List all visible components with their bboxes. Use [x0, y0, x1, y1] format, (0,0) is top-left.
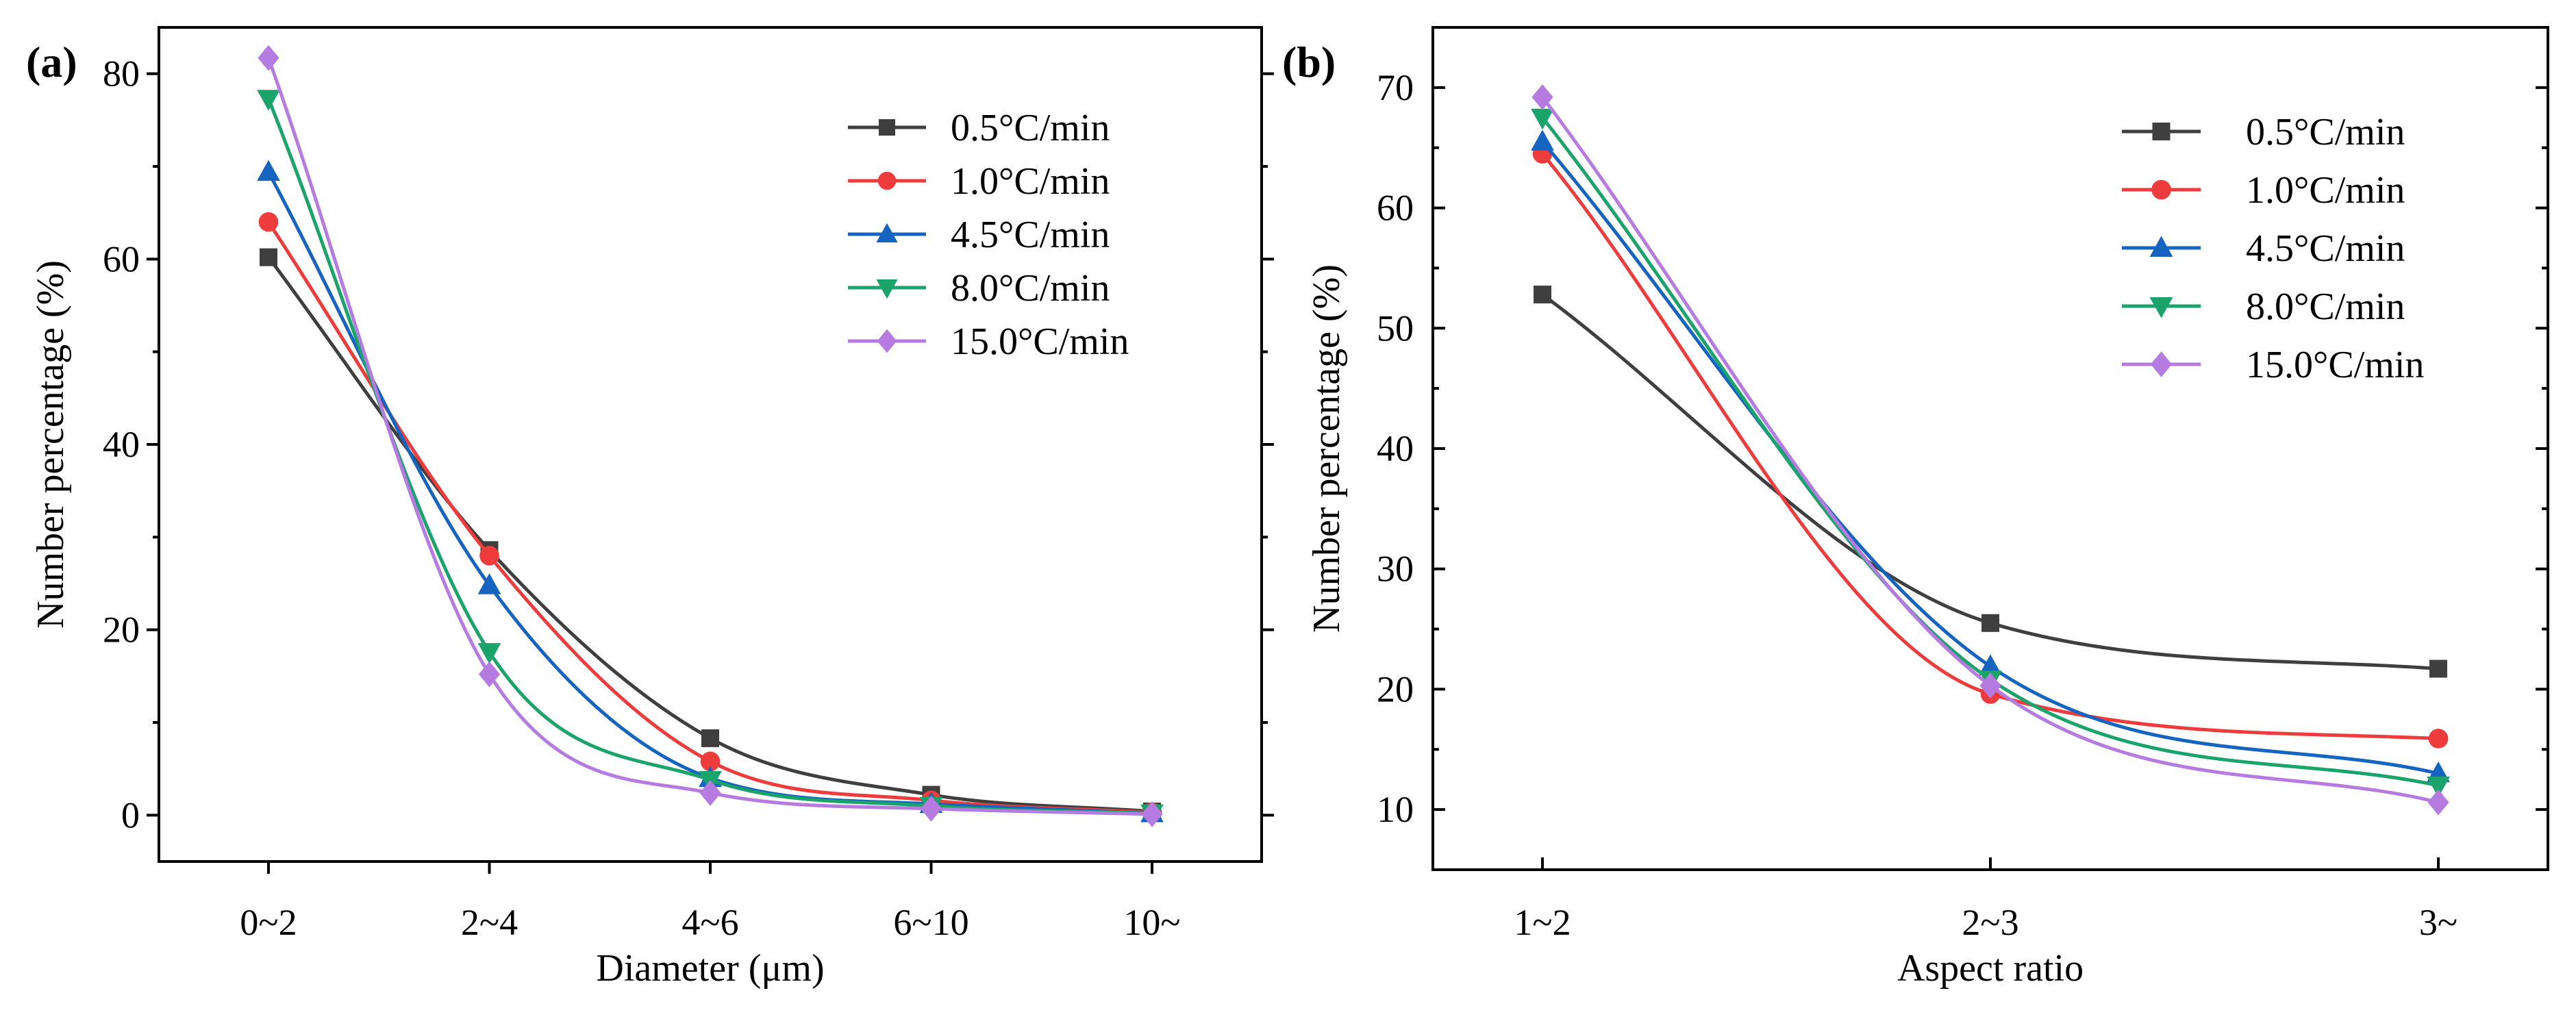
legend-marker — [879, 119, 895, 136]
y-tick-label: 30 — [1377, 549, 1414, 590]
legend-marker — [2149, 297, 2173, 318]
data-point — [2429, 659, 2447, 678]
x-tick-label: 0~2 — [240, 902, 297, 943]
legend: 0.5°C/min 1.0°C/min 4.5°C/min 8.0°C/min 15.0… — [848, 107, 1129, 363]
series-line — [266, 221, 1153, 814]
series-0.5°C/min — [1534, 286, 2447, 678]
legend-label: 1.0°C/min — [2246, 169, 2405, 212]
legend-marker — [2152, 123, 2171, 140]
data-point — [478, 661, 501, 688]
data-point — [1531, 84, 1553, 110]
data-point — [257, 90, 280, 111]
data-point — [258, 45, 279, 71]
x-tick-label: 2~4 — [461, 902, 518, 943]
y-tick-label: 80 — [103, 53, 140, 95]
data-point — [2427, 789, 2449, 816]
data-point — [1531, 108, 1554, 130]
x-tick-label: 3~ — [2419, 902, 2458, 943]
legend: 0.5°C/min 1.0°C/min 4.5°C/min 8.0°C/min 15.0… — [2122, 111, 2424, 386]
y-tick-label: 50 — [1377, 307, 1414, 349]
y-tick-label: 10 — [1377, 789, 1414, 830]
series-line — [1541, 116, 2439, 788]
series-line — [1541, 152, 2439, 740]
data-point — [260, 248, 277, 266]
x-axis-title: Diameter (μm) — [596, 947, 824, 990]
data-point — [258, 212, 279, 232]
data-point — [920, 796, 942, 822]
legend-label: 0.5°C/min — [951, 107, 1110, 149]
data-point — [701, 729, 719, 748]
legend-label: 8.0°C/min — [951, 267, 1110, 310]
legend-label: 15.0°C/min — [951, 320, 1129, 363]
legend-marker — [877, 329, 897, 353]
data-point — [1531, 129, 1554, 151]
legend-marker — [2151, 179, 2171, 200]
legend-marker — [876, 279, 898, 299]
y-tick-label: 20 — [103, 609, 140, 651]
legend-marker — [877, 171, 897, 190]
data-point — [257, 160, 280, 181]
y-tick-label: 60 — [1377, 188, 1414, 229]
data-point — [477, 643, 501, 664]
legend-marker — [2149, 236, 2173, 257]
series-15.0°C/min — [1531, 84, 2449, 816]
data-point — [1534, 286, 1551, 304]
x-axis-title: Aspect ratio — [1897, 947, 2084, 990]
y-tick-label: 70 — [1377, 67, 1414, 108]
legend-label: 8.0°C/min — [2246, 286, 2405, 328]
series-line — [266, 98, 1153, 816]
y-tick-label: 60 — [103, 238, 140, 279]
data-point — [700, 751, 721, 772]
data-point — [1979, 654, 2002, 676]
data-point — [477, 573, 501, 594]
series-line — [1541, 140, 2439, 775]
legend-label: 0.5°C/min — [2246, 111, 2405, 153]
x-tick-label: 6~10 — [893, 902, 968, 943]
legend-label: 15.0°C/min — [2246, 344, 2424, 386]
series-line — [266, 57, 1153, 816]
legend-marker — [2150, 351, 2173, 377]
legend-label: 1.0°C/min — [951, 160, 1110, 203]
data-point — [1979, 672, 2001, 699]
data-point — [2428, 729, 2449, 748]
x-tick-label: 10~ — [1123, 902, 1180, 943]
series-line — [1541, 96, 2439, 805]
series-15.0°C/min — [258, 45, 1163, 827]
series-line — [267, 256, 1153, 814]
y-tick-label: 0 — [121, 794, 140, 835]
chart-aspect-ratio-panel: (b) 10 20 30 40 50 60 70 1~2 2~3 3~ Aspect ratio Num… — [1282, 26, 2549, 990]
panel-label: (a) — [26, 38, 77, 86]
x-tick-label: 1~2 — [1514, 902, 1571, 943]
data-point — [699, 780, 721, 806]
data-point — [1141, 801, 1163, 827]
legend-marker — [876, 223, 898, 242]
legend-label: 4.5°C/min — [2246, 227, 2405, 270]
data-point — [1981, 614, 1999, 632]
series-4.5°C/min — [257, 160, 1164, 822]
y-tick-label: 20 — [1377, 668, 1414, 709]
data-point — [2427, 777, 2450, 798]
legend-label: 4.5°C/min — [951, 214, 1110, 256]
x-tick-label: 4~6 — [681, 902, 738, 943]
y-tick-label: 40 — [103, 424, 140, 465]
data-point — [479, 546, 499, 566]
chart-diameter-panel: (a) 0 20 40 60 80 0~2 2~4 4~6 6~10 10~ Diameter (μm… — [26, 26, 1274, 990]
y-tick-label: 40 — [1377, 428, 1414, 469]
plot-frame — [1431, 26, 2549, 871]
y-axis-title: Number percentage (%) — [1305, 264, 1348, 633]
panel-label: (b) — [1282, 38, 1336, 86]
series-line — [266, 171, 1153, 816]
x-tick-label: 2~3 — [1962, 902, 2018, 943]
y-axis-title: Number percentage (%) — [29, 260, 72, 629]
